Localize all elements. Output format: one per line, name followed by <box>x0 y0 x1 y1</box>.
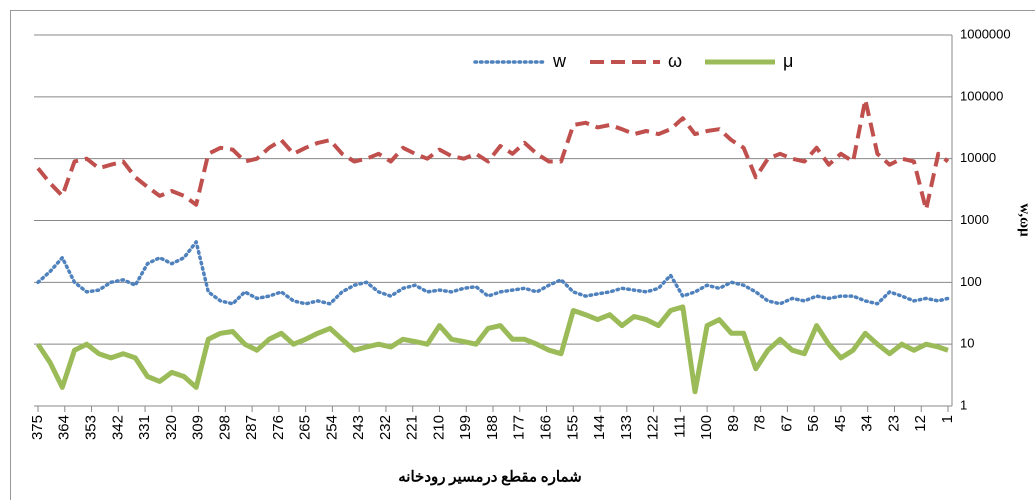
x-tick-label: 353 <box>82 415 99 440</box>
x-tick-label: 210 <box>430 415 447 440</box>
x-tick-label: 34 <box>859 415 876 432</box>
y-axis-label: w,ωμ <box>1017 203 1033 237</box>
legend-label: μ <box>783 51 793 71</box>
x-tick-label: 221 <box>404 415 421 440</box>
series-line <box>35 304 949 395</box>
x-tick-label: 166 <box>537 415 554 440</box>
x-tick-label: 144 <box>591 415 608 440</box>
x-tick-label: 45 <box>832 415 849 432</box>
x-tick-label: 100 <box>698 415 715 440</box>
y-tick-label: 100000 <box>960 88 1003 103</box>
x-tick-label: 56 <box>805 415 822 432</box>
y-tick-label: 1000 <box>960 212 989 227</box>
y-tick-label: 1000000 <box>960 26 1011 41</box>
y-tick-label: 10000 <box>960 150 996 165</box>
x-tick-label: 320 <box>163 415 180 440</box>
series-line <box>36 97 950 212</box>
x-tick-label: 133 <box>618 415 635 440</box>
series-line <box>36 240 950 306</box>
x-tick-label: 309 <box>190 415 207 440</box>
y-tick-label: 10 <box>960 336 974 351</box>
x-tick-label: 111 <box>671 415 688 438</box>
x-tick-label: 254 <box>323 415 340 440</box>
x-tick-label: 23 <box>885 415 902 432</box>
x-tick-label: 265 <box>297 415 314 440</box>
x-tick-label: 364 <box>56 415 73 440</box>
x-tick-label: 1 <box>939 415 956 423</box>
x-tick-label: 342 <box>109 415 126 440</box>
x-tick-label: 122 <box>645 415 662 440</box>
legend-label: ω <box>668 51 682 71</box>
legend-label: w <box>552 51 567 71</box>
x-tick-label: 188 <box>484 415 501 440</box>
y-tick-label: 1 <box>960 397 967 412</box>
x-tick-label: 199 <box>457 415 474 440</box>
x-tick-label: 232 <box>377 415 394 440</box>
x-tick-label: 331 <box>136 415 153 440</box>
y-tick-label: 100 <box>960 274 982 289</box>
x-tick-label: 276 <box>270 415 287 440</box>
x-tick-label: 12 <box>912 415 929 432</box>
chart-frame <box>10 10 1035 500</box>
x-tick-label: 89 <box>725 415 742 432</box>
x-tick-label: 78 <box>752 415 769 432</box>
x-tick-label: 67 <box>778 415 795 432</box>
x-tick-label: 287 <box>243 415 260 440</box>
x-tick-label: 155 <box>564 415 581 440</box>
x-tick-label: 243 <box>350 415 367 440</box>
x-tick-label: 298 <box>216 415 233 440</box>
x-tick-label: 375 <box>29 415 46 440</box>
x-tick-label: 177 <box>511 415 528 440</box>
x-axis-label: شماره مقطع درمسیر رودخانه <box>398 469 581 485</box>
